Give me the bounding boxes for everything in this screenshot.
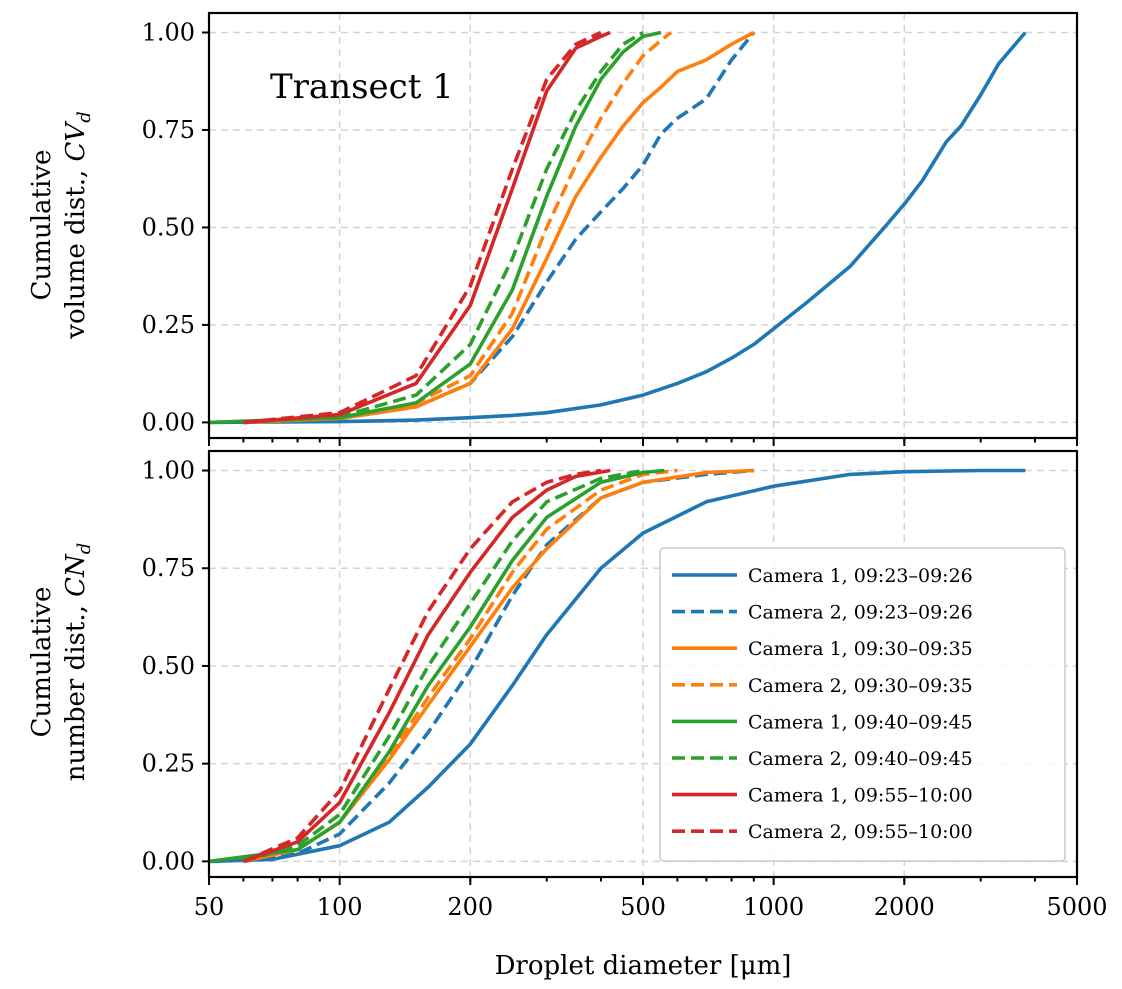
legend-label-3: Camera 2, 09:30–09:35	[748, 675, 973, 697]
series-line-undefined-1	[243, 468, 754, 864]
legend-label-6: Camera 1, 09:55–10:00	[748, 785, 973, 807]
y-tick-label: 0.50	[142, 652, 195, 680]
x-tick-label: 100	[317, 893, 363, 921]
legend-label-2: Camera 1, 09:30–09:35	[748, 638, 973, 660]
number-ylabel-line2: number dist., CNd	[61, 543, 95, 782]
volume-ylabel-sub: d	[74, 111, 95, 123]
legend: Camera 1, 09:23–09:26 Camera 2, 09:23–09:…	[659, 547, 1066, 862]
number-panel: 0.00 0.25 0.50 0.75 1.00 50 100 200 500 1000 2000 5…	[27, 449, 1108, 921]
legend-label-7: Camera 2, 09:55–10:00	[748, 821, 973, 843]
y-tick-label: 0.00	[142, 408, 195, 436]
y-tick-label: 1.00	[142, 457, 195, 485]
series-line-undefined-7	[243, 30, 602, 425]
y-tick-label: 0.00	[142, 847, 195, 875]
x-tick-label: 500	[620, 893, 666, 921]
volume-series-group	[208, 30, 1027, 425]
x-tick-label: 200	[447, 893, 493, 921]
volume-ylabel-line2: volume dist., CVd	[61, 111, 95, 339]
legend-label-5: Camera 2, 09:40–09:45	[748, 748, 973, 770]
series-line-undefined-2	[243, 30, 755, 425]
legend-label-4: Camera 1, 09:40–09:45	[748, 711, 973, 733]
volume-ylabel-text: volume dist.,	[61, 161, 91, 339]
transect-annotation: Transect 1	[270, 67, 454, 107]
legend-label-0: Camera 1, 09:23–09:26	[748, 565, 973, 587]
number-ylabel-symbol: CN	[61, 553, 91, 597]
series-line-undefined-5	[242, 468, 644, 864]
legend-frame	[659, 547, 1066, 862]
number-ticks: 0.00 0.25 0.50 0.75 1.00 50 100 200 500 1000 2000 5…	[142, 457, 1108, 921]
x-axis-title: Droplet diameter [μm]	[495, 951, 792, 981]
y-tick-label: 1.00	[142, 18, 195, 46]
y-tick-label: 0.25	[142, 750, 195, 778]
number-series-group	[208, 468, 1026, 864]
series-line-undefined-6	[243, 30, 611, 425]
series-line-undefined-4	[208, 30, 662, 425]
y-tick-label: 0.75	[142, 116, 195, 144]
volume-panel: 0.00 0.25 0.50 0.75 1.00 Transect 1 Cumulati…	[27, 11, 1079, 446]
series-line-undefined-0	[208, 31, 1027, 425]
series-line-undefined-6	[242, 468, 611, 864]
series-line-undefined-4	[208, 468, 665, 864]
x-tick-label: 2000	[874, 893, 935, 921]
x-tick-label: 1000	[743, 893, 804, 921]
volume-ticks: 0.00 0.25 0.50 0.75 1.00	[142, 18, 1078, 446]
y-tick-label: 0.50	[142, 213, 195, 241]
volume-ylabel-symbol: CV	[61, 121, 91, 162]
y-tick-label: 0.25	[142, 311, 195, 339]
volume-ylabel-line1: Cumulative	[27, 150, 57, 301]
volume-grid	[209, 13, 1077, 438]
x-tick-label: 50	[194, 893, 225, 921]
number-ylabel-line1: Cumulative	[27, 587, 57, 738]
number-ylabel-text: number dist.,	[61, 597, 91, 781]
series-line-undefined-7	[242, 468, 602, 864]
series-line-undefined-5	[243, 30, 644, 425]
series-line-undefined-0	[208, 468, 1026, 864]
y-tick-label: 0.75	[142, 554, 195, 582]
x-tick-label: 5000	[1046, 893, 1107, 921]
number-ylabel-sub: d	[74, 543, 95, 555]
legend-label-1: Camera 2, 09:23–09:26	[748, 602, 973, 624]
